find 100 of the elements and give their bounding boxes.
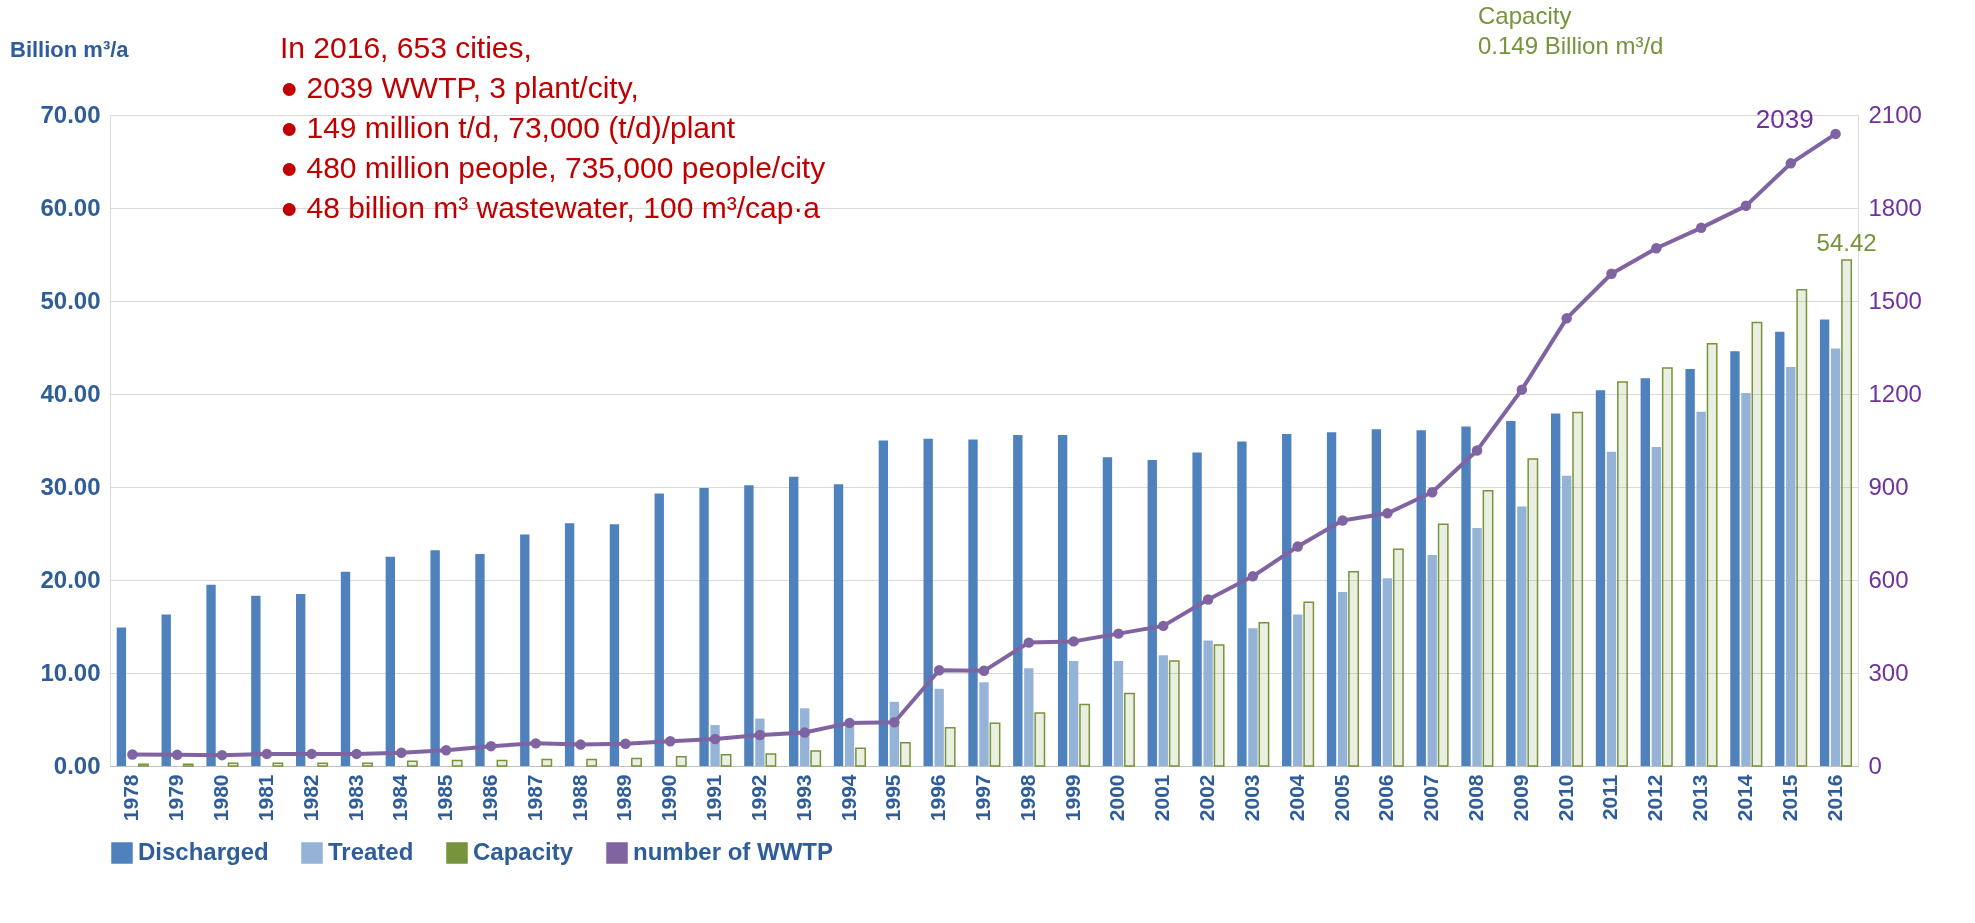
bar (1382, 578, 1393, 766)
x-tick-label: 2011 (1598, 774, 1622, 821)
point (306, 748, 317, 760)
bar (362, 762, 373, 767)
y2-tick-label: 1800 (1868, 193, 1922, 221)
point (1113, 628, 1124, 639)
bar (1168, 660, 1180, 767)
bar (1034, 712, 1046, 767)
x-tick-label: 1988 (567, 774, 591, 822)
bar (1617, 381, 1628, 767)
point (261, 748, 273, 760)
bar (1841, 259, 1853, 767)
x-tick-label: 1991 (702, 774, 726, 822)
x-tick-label: 2006 (1374, 774, 1398, 822)
x-tick-label: 2014 (1732, 774, 1756, 822)
y-tick-label: 30.00 (40, 472, 101, 500)
legend-label: Treated (328, 838, 414, 865)
bar (1640, 378, 1650, 766)
bar (1024, 668, 1034, 766)
bar (1550, 413, 1561, 766)
bar (385, 556, 395, 766)
bar (1786, 367, 1796, 766)
point (216, 749, 228, 761)
y-tick-label: 40.00 (40, 379, 101, 407)
x-tick-label: 1986 (477, 774, 501, 822)
point (889, 717, 900, 728)
data-label: 2039 (1755, 103, 1814, 134)
bar (1830, 348, 1841, 766)
bar (296, 593, 306, 766)
y2-tick-label: 600 (1868, 565, 1909, 593)
bar (1392, 548, 1404, 767)
legend-label: number of WWTP (633, 838, 833, 865)
x-tick-label: 2004 (1284, 774, 1308, 822)
point (396, 747, 407, 758)
x-tick-label: 1982 (298, 774, 322, 822)
bar (1661, 367, 1673, 767)
point (530, 738, 542, 749)
point (665, 735, 676, 747)
bar (833, 484, 844, 766)
point (485, 740, 497, 752)
point (1247, 571, 1259, 582)
x-tick-label: 2000 (1105, 774, 1129, 822)
bar (878, 440, 889, 766)
bar (923, 438, 933, 766)
bar (496, 759, 508, 767)
bar (1706, 343, 1718, 767)
bar (1113, 660, 1124, 766)
y-tick-label: 70.00 (40, 100, 101, 128)
point (620, 738, 631, 749)
bar (1696, 411, 1706, 766)
point (1516, 384, 1528, 395)
bar (475, 553, 485, 766)
x-tick-label: 2010 (1553, 774, 1577, 822)
x-tick-label: 1978 (119, 774, 143, 822)
x-tick-label: 1995 (881, 774, 905, 822)
point (440, 744, 452, 756)
annotation: ● 48 billion m³ wastewater, 100 m³/cap·a (280, 191, 821, 224)
y-tick-label: 50.00 (40, 286, 101, 314)
bar (675, 755, 687, 767)
bar (979, 682, 989, 766)
bar (1517, 506, 1527, 766)
x-tick-label: 2012 (1643, 774, 1667, 822)
point (1740, 200, 1752, 212)
point (754, 729, 766, 741)
x-tick-label: 2002 (1195, 774, 1219, 822)
x-tick-label: 1993 (791, 774, 815, 822)
bar (1282, 433, 1292, 766)
bar (1213, 644, 1225, 767)
text: Capacity 0.149 Billion m³/d (1478, 2, 1664, 59)
point (1337, 515, 1348, 526)
point (1651, 243, 1662, 254)
x-tick-label: 1999 (1060, 774, 1084, 822)
bar (1203, 640, 1213, 766)
point (1785, 158, 1797, 169)
x-tick-label: 1987 (522, 774, 546, 822)
bar (810, 750, 822, 767)
annotation: ● 480 million people, 735,000 people/city (280, 151, 826, 184)
bar (1258, 622, 1270, 767)
y2-tick-label: 0 (1868, 751, 1882, 779)
point (1561, 313, 1572, 324)
y2-tick-label: 300 (1868, 658, 1909, 686)
y2-tick-label: 1200 (1868, 379, 1922, 407)
x-tick-label: 1994 (836, 774, 860, 822)
bar (1482, 489, 1494, 767)
point (1158, 620, 1169, 632)
y2-tick-label: 900 (1868, 472, 1909, 500)
bar (1472, 527, 1482, 766)
text: In 2016, 653 cities, (280, 31, 532, 64)
x-tick-label: 1997 (971, 774, 994, 822)
point (171, 749, 183, 761)
point (1023, 637, 1035, 648)
bar (564, 523, 575, 766)
x-tick-label: 1979 (164, 774, 188, 822)
x-tick-label: 1990 (657, 774, 681, 822)
x-tick-label: 2008 (1464, 774, 1488, 822)
bar (520, 534, 530, 766)
bar (1572, 411, 1584, 767)
point (844, 717, 855, 729)
bar (1326, 432, 1337, 766)
bar (968, 439, 978, 766)
